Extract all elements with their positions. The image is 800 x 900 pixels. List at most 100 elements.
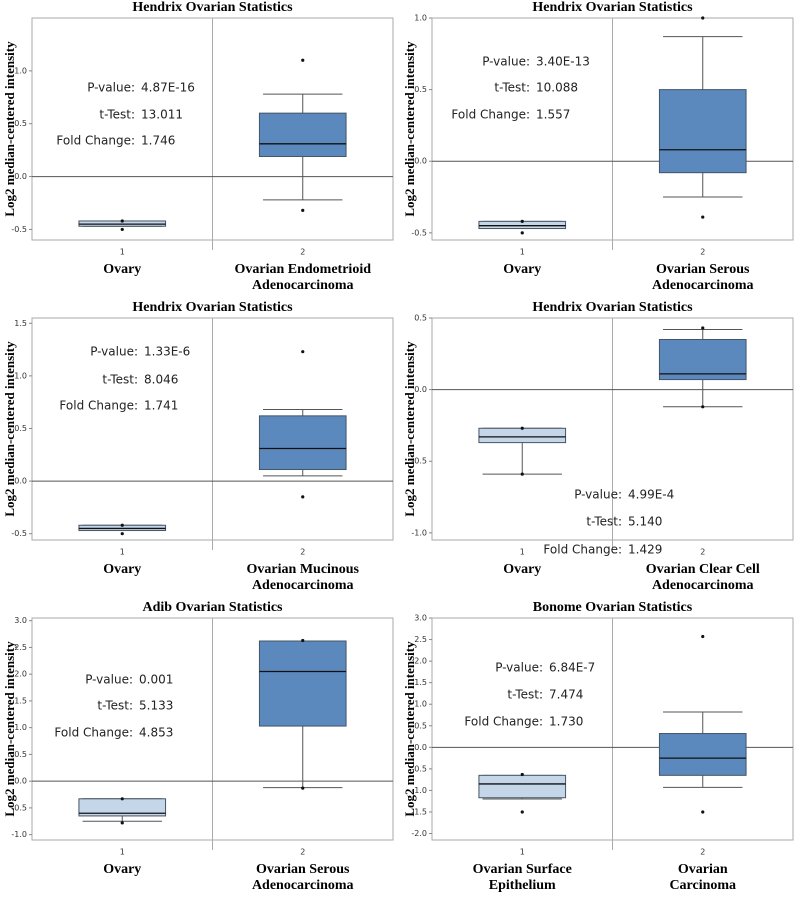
y-tick-label: 1.5	[14, 696, 27, 705]
outlier	[701, 405, 705, 409]
stat-value: 4.99E-4	[628, 488, 674, 502]
outlier	[701, 810, 705, 814]
outlier	[520, 219, 524, 223]
box	[658, 733, 747, 776]
box-label: 1	[120, 848, 125, 857]
y-tick-label: 0.0	[14, 172, 27, 181]
y-tick-label: -0.5	[11, 529, 27, 538]
y-tick-label: 1.5	[414, 678, 427, 687]
outlier	[520, 810, 524, 814]
stat-value: 6.84E-7	[549, 661, 595, 675]
y-tick-label: 0.0	[14, 477, 27, 486]
stat-value: 1.429	[628, 543, 662, 557]
y-tick-label: 1.5	[14, 319, 27, 328]
box-label: 2	[700, 848, 705, 857]
y-axis-label: Log2 median-centered intensity	[402, 641, 417, 817]
stat-value: 1.730	[549, 715, 583, 729]
box-label: 2	[300, 248, 305, 257]
stat-label: Fold Change:	[59, 399, 138, 413]
category-label: Ovary	[103, 862, 141, 877]
category-label: Ovarian Mucinous Adenocarcinoma	[247, 562, 360, 593]
box-label: 1	[520, 248, 525, 257]
box-label: 2	[700, 248, 705, 257]
outlier	[301, 58, 305, 62]
y-tick-label: -1.5	[411, 807, 427, 816]
outlier	[520, 772, 524, 777]
y-tick-label: -1.0	[411, 528, 427, 537]
y-tick-label: -1.0	[11, 830, 27, 839]
chart-title: Hendrix Ovarian Statistics	[532, 300, 693, 315]
category-label: Ovary	[503, 262, 541, 277]
outlier	[120, 523, 124, 527]
stat-value: 4.853	[139, 726, 173, 740]
y-tick-label: 1.0	[414, 700, 427, 709]
y-tick-label: -0.5	[411, 228, 427, 237]
stat-label: t-Test:	[99, 108, 135, 122]
y-tick-label: -0.5	[411, 457, 427, 466]
outlier	[120, 821, 124, 825]
y-tick-label: -0.5	[411, 764, 427, 773]
stat-value: 4.87E-16	[141, 81, 195, 95]
box-label: 1	[120, 248, 125, 257]
box	[478, 774, 567, 799]
box	[478, 427, 567, 444]
stat-value: 3.40E-13	[536, 55, 590, 69]
stat-label: P-value:	[482, 55, 530, 69]
outlier	[520, 472, 524, 476]
y-tick-label: 1.0	[14, 723, 27, 732]
category-label: Ovarian Endometrioid Adenocarcinoma	[234, 262, 371, 293]
y-axis-label: Log2 median-centered intensity	[402, 41, 417, 217]
box-label: 2	[300, 548, 305, 557]
box-label: 1	[120, 548, 125, 557]
y-tick-label: 2.5	[414, 635, 427, 644]
y-tick-label: 0.0	[414, 157, 427, 166]
outlier	[301, 495, 305, 499]
y-tick-label: 0.0	[414, 385, 427, 394]
chart-title: Bonome Ovarian Statistics	[533, 600, 693, 615]
stat-value: 13.011	[141, 108, 183, 122]
category-label: Ovarian Clear Cell Adenocarcinoma	[646, 562, 760, 593]
stat-label: P-value:	[90, 345, 138, 359]
y-tick-label: 0.5	[14, 119, 27, 128]
stat-label: t-Test:	[494, 81, 530, 95]
chart-title: Hendrix Ovarian Statistics	[532, 0, 693, 15]
outlier	[120, 532, 124, 536]
y-tick-label: -0.5	[11, 225, 27, 234]
y-tick-label: -1.0	[411, 786, 427, 795]
stat-value: 5.140	[628, 515, 662, 529]
y-tick-label: 3.0	[414, 614, 427, 623]
y-tick-label: 0.5	[414, 721, 427, 730]
y-axis-label: Log2 median-centered intensity	[402, 341, 417, 517]
stat-value: 8.046	[144, 373, 178, 387]
category-label: Ovary	[503, 562, 541, 577]
y-tick-label: 0.5	[414, 85, 427, 94]
outlier	[701, 215, 705, 219]
stat-label: P-value:	[87, 81, 135, 95]
outlier	[520, 426, 524, 430]
y-tick-label: 0.5	[14, 750, 27, 759]
outlier	[701, 634, 705, 639]
stat-label: P-value:	[85, 673, 133, 687]
y-tick-label: 0.5	[14, 424, 27, 433]
stat-label: t-Test:	[586, 515, 622, 529]
box-label: 2	[700, 548, 705, 557]
y-tick-label: 2.0	[14, 670, 27, 679]
y-tick-label: 0.5	[414, 314, 427, 323]
stat-label: t-Test:	[97, 699, 133, 713]
category-label: Ovarian Carcinoma	[669, 862, 736, 893]
y-tick-label: 1.0	[14, 371, 27, 380]
stat-value: 10.088	[536, 81, 578, 95]
y-tick-label: 2.0	[414, 657, 427, 666]
box	[658, 89, 747, 174]
stat-label: Fold Change:	[54, 726, 133, 740]
box	[258, 112, 347, 157]
outlier	[120, 797, 124, 801]
stat-label: P-value:	[574, 488, 622, 502]
outlier	[120, 227, 124, 232]
y-tick-label: -2.0	[411, 829, 427, 838]
stat-label: t-Test:	[507, 688, 543, 702]
stat-value: 1.33E-6	[144, 345, 190, 359]
box	[258, 415, 347, 471]
chart-title: Hendrix Ovarian Statistics	[132, 300, 293, 315]
chart-title: Hendrix Ovarian Statistics	[132, 0, 293, 15]
